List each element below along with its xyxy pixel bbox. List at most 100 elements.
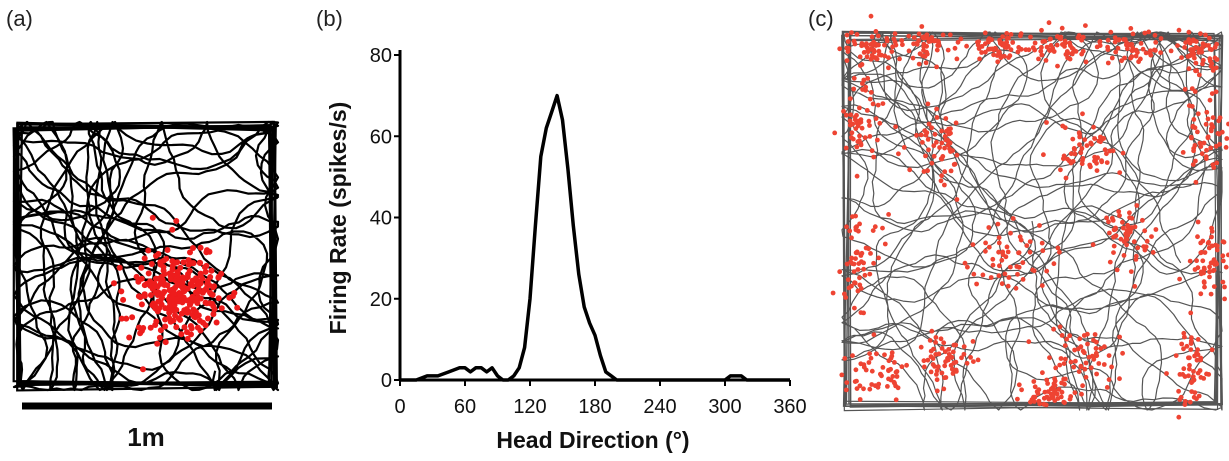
spike-dot — [892, 39, 898, 45]
spike-dot — [135, 293, 142, 300]
spike-dot — [1064, 336, 1069, 342]
spike-dot — [1067, 40, 1073, 46]
spike-dot — [170, 317, 177, 324]
spike-dot — [934, 47, 940, 53]
spike-dot — [858, 310, 864, 315]
spike-dot — [1195, 352, 1201, 357]
firing-rate-line — [400, 93, 790, 382]
spike-dot — [1040, 248, 1046, 254]
spike-dot — [1039, 45, 1044, 50]
spike-dot — [859, 259, 864, 265]
spike-dot — [1094, 44, 1100, 50]
spike-dot — [1164, 371, 1169, 376]
spike-dot — [1086, 354, 1092, 360]
spike-dot — [1199, 249, 1205, 255]
spike-dot — [1214, 41, 1219, 47]
spike-dot — [855, 288, 861, 294]
spike-dot — [1207, 264, 1212, 270]
x-tick-label: 60 — [454, 396, 476, 418]
spike-dot — [1082, 366, 1088, 372]
spike-dot — [1013, 285, 1019, 291]
spike-dot — [147, 282, 154, 289]
spike-dot — [1002, 44, 1008, 50]
spike-dot — [1153, 40, 1159, 45]
spike-dot — [996, 240, 1002, 246]
trajectory-path — [841, 34, 1224, 407]
spike-dot — [1173, 353, 1179, 358]
spike-dot — [1206, 239, 1212, 245]
spike-dot — [845, 277, 851, 283]
spike-dot — [1008, 230, 1013, 236]
spike-dot — [1134, 203, 1140, 208]
spike-dot — [133, 273, 140, 280]
spike-dot — [954, 197, 960, 202]
spike-dot — [1125, 232, 1131, 238]
spike-dot — [1120, 225, 1126, 231]
spike-dot — [861, 364, 867, 370]
spike-dot — [869, 34, 875, 40]
spike-dot — [889, 353, 895, 359]
spike-dot — [1079, 37, 1084, 43]
spike-dot — [1223, 145, 1229, 150]
y-tick-label: 60 — [370, 126, 392, 148]
spike-dot — [169, 258, 176, 265]
spike-dot — [854, 112, 859, 118]
spike-dot — [982, 30, 988, 36]
spike-dot — [921, 41, 927, 47]
spike-dot — [1070, 159, 1076, 164]
spike-dot — [962, 260, 968, 266]
spike-dot — [837, 46, 843, 52]
spike-dot — [1031, 399, 1037, 404]
spike-dot — [1111, 243, 1117, 249]
spike-dot — [854, 32, 860, 37]
spike-dot — [861, 77, 867, 83]
spike-dot — [945, 138, 951, 143]
spike-dot — [986, 244, 992, 250]
spike-dot — [946, 347, 952, 352]
spike-dot — [138, 275, 145, 282]
spike-dot — [1187, 40, 1193, 46]
spike-dot — [1059, 380, 1064, 386]
spike-dot — [1181, 346, 1186, 352]
spike-dot — [1051, 261, 1057, 267]
spike-dot — [1104, 385, 1110, 390]
spike-dot — [990, 262, 996, 268]
spike-dot — [1107, 148, 1113, 154]
spike-dot — [173, 324, 180, 331]
spike-dot — [1146, 29, 1152, 35]
spike-dot — [877, 120, 883, 126]
spike-dot — [931, 143, 937, 149]
spike-dot — [1219, 129, 1225, 135]
spike-dot — [160, 264, 167, 270]
spike-dot — [939, 140, 945, 146]
y-tick-label: 40 — [370, 208, 392, 230]
spike-dot — [1059, 389, 1065, 395]
spike-dot — [845, 39, 851, 44]
spike-dot — [1168, 48, 1174, 54]
spike-dot — [1026, 47, 1032, 53]
spike-dot — [853, 256, 858, 261]
spike-dot — [954, 152, 960, 158]
trajectory-path — [841, 30, 1222, 412]
spike-dot — [126, 334, 133, 341]
spike-dot — [999, 257, 1005, 263]
spike-dot — [846, 45, 851, 51]
spike-dot — [1196, 72, 1202, 78]
spike-dot — [1016, 264, 1022, 270]
spike-dot — [1038, 48, 1044, 54]
trajectory-path — [848, 32, 1223, 407]
spike-dot — [1062, 356, 1068, 362]
trajectory-path — [842, 31, 1220, 410]
spike-dot — [1144, 238, 1150, 244]
spike-dot — [844, 32, 850, 38]
spike-dot — [1010, 216, 1016, 221]
spike-dot — [1052, 376, 1057, 382]
spike-dot — [1015, 49, 1021, 55]
spike-dot — [858, 286, 864, 291]
spike-dot — [1084, 143, 1090, 149]
spike-dot — [1036, 387, 1042, 393]
spike-dot — [1215, 131, 1221, 136]
spike-dot — [1072, 347, 1077, 353]
spike-dot — [888, 366, 893, 372]
spike-dot — [1191, 38, 1196, 44]
